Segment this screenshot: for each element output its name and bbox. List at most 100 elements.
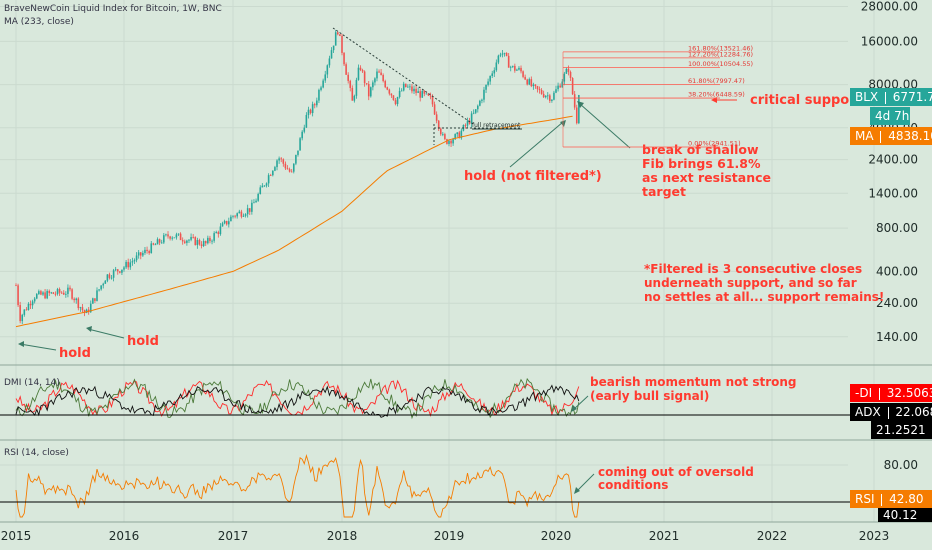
- rsi-tag: RSI 42.80: [850, 490, 932, 508]
- candle-body: [121, 269, 123, 273]
- candle-body: [425, 93, 428, 95]
- candle-body: [313, 104, 316, 106]
- candle-body: [330, 50, 333, 59]
- y-tick-label: 2400.00: [868, 153, 918, 167]
- price-pane[interactable]: [15, 29, 580, 328]
- x-tick-label: 2020: [541, 529, 572, 543]
- candle-body: [485, 84, 487, 90]
- blx-countdown-tag: 4d 7h: [870, 107, 910, 125]
- candle-body: [421, 90, 424, 98]
- candle-body: [225, 220, 228, 225]
- ma-line: [15, 115, 573, 328]
- candle-body: [503, 52, 506, 54]
- candle-body: [431, 96, 434, 105]
- rsi-pane[interactable]: [15, 454, 580, 518]
- candle-body: [165, 234, 167, 236]
- candle-body: [363, 71, 366, 84]
- candle-body: [530, 79, 533, 87]
- candle-body: [448, 140, 450, 144]
- rsi-divider: [881, 493, 883, 506]
- time-axis[interactable]: 2015 2016 2017 2018 2019 2020 2021 2022 2023: [1, 529, 890, 543]
- candle-body: [479, 100, 481, 106]
- x-tick-label: 2016: [109, 529, 140, 543]
- adx-tag-name: ADX: [855, 405, 881, 419]
- hold-label-2: hold: [127, 334, 159, 349]
- candle-body: [196, 239, 199, 246]
- candle-body: [417, 91, 419, 93]
- candle-body: [571, 78, 574, 95]
- fib-level-label: 100.00%(10504.55): [688, 60, 753, 68]
- candle-body: [505, 52, 508, 56]
- plus-di-tag-value: 21.2521: [876, 423, 926, 437]
- candle-body: [209, 237, 211, 242]
- candle-body: [96, 290, 98, 301]
- candle-body: [452, 139, 454, 144]
- blx-tag-name: BLX: [855, 90, 879, 104]
- candle-body: [163, 235, 165, 243]
- candle-body: [483, 89, 485, 100]
- candle-body: [73, 298, 75, 301]
- adx-tag: ADX 22.0680: [850, 403, 932, 421]
- candle-body: [232, 215, 234, 217]
- candle-body: [146, 249, 148, 252]
- candle-body: [518, 67, 520, 70]
- candle-body: [341, 35, 343, 53]
- dmi-series-line: [15, 377, 580, 420]
- candle-body: [77, 298, 80, 309]
- candle-body: [458, 132, 461, 139]
- candle-body: [343, 52, 345, 65]
- blx-countdown-value: 4d 7h: [875, 109, 910, 123]
- hold-label-1: hold: [59, 346, 91, 361]
- minus-di-divider: [878, 387, 880, 400]
- ma-tag-divider: [880, 130, 882, 143]
- candle-body: [181, 240, 184, 242]
- candle-body: [380, 72, 382, 76]
- candle-body: [297, 150, 299, 155]
- candle-body: [489, 75, 491, 82]
- candle-body: [175, 234, 178, 238]
- candle-body: [89, 303, 92, 313]
- fib-level-label: 161.80%(13521.46): [688, 44, 753, 52]
- x-tick-label: 2019: [434, 529, 465, 543]
- dmi-pane[interactable]: [15, 377, 580, 420]
- y-tick-label: 28000.00: [861, 0, 918, 14]
- dmi-note-line-1: bearish momentum not strong: [590, 375, 797, 389]
- candle-body: [349, 80, 352, 88]
- break-label-line-3: as next resistance: [642, 170, 771, 185]
- fib-retracement[interactable]: 161.80%(13521.46)127.20%(12284.76) 100.00…: [562, 44, 753, 147]
- candle-body: [234, 215, 236, 217]
- candle-body: [456, 132, 459, 135]
- candle-body: [575, 107, 578, 124]
- candle-body: [378, 71, 380, 73]
- minus-di-tag-name: -DI: [855, 386, 873, 400]
- x-tick-label: 2018: [327, 529, 358, 543]
- candle-body: [114, 269, 117, 271]
- candle-body: [71, 289, 73, 299]
- candle-body: [265, 183, 268, 186]
- candle-body: [464, 124, 467, 126]
- hold-label-3: hold (not filtered*): [464, 169, 602, 184]
- candle-body: [320, 87, 322, 90]
- candle-body: [94, 298, 96, 301]
- candle-body: [516, 69, 518, 71]
- candle-body: [46, 290, 48, 299]
- candle-body: [125, 261, 127, 268]
- candle-body: [382, 75, 384, 82]
- candle-body: [192, 236, 194, 238]
- candle-body: [102, 283, 105, 286]
- candle-body: [223, 220, 226, 224]
- candle-body: [240, 211, 243, 217]
- candle-body: [116, 269, 119, 272]
- candle-body: [54, 293, 57, 295]
- candle-body: [514, 65, 516, 71]
- candle-body: [433, 104, 436, 115]
- candle-body: [104, 280, 107, 284]
- candle-body: [347, 74, 349, 81]
- candle-body: [169, 236, 171, 239]
- critical-support-label: critical support: [750, 93, 862, 108]
- candle-body: [522, 71, 524, 77]
- candle-body: [276, 160, 278, 168]
- blx-tag-value: 6771.77: [892, 90, 932, 104]
